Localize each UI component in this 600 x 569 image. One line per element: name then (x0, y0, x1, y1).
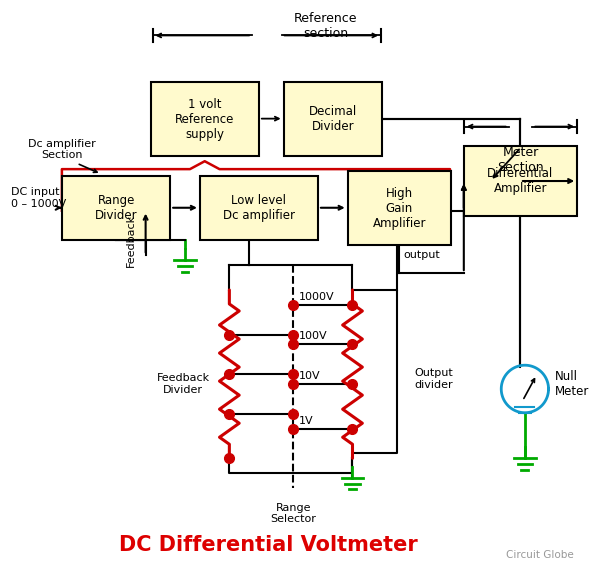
Text: 1V: 1V (299, 416, 314, 426)
Text: Meter
Section: Meter Section (497, 146, 544, 174)
Text: Circuit Globe: Circuit Globe (506, 550, 574, 560)
Text: 1000V: 1000V (299, 292, 335, 302)
Text: 10V: 10V (299, 371, 321, 381)
Text: High
Gain
Amplifier: High Gain Amplifier (373, 187, 426, 230)
Bar (284, 82, 382, 156)
Bar (62, 176, 170, 241)
Text: Reference
section: Reference section (294, 11, 358, 40)
Bar (151, 82, 259, 156)
Text: 1 volt
Reference
supply: 1 volt Reference supply (175, 98, 235, 141)
Text: 100V: 100V (299, 332, 328, 341)
Text: Feedback: Feedback (126, 214, 136, 267)
Text: DC input
0 – 1000V: DC input 0 – 1000V (11, 187, 66, 209)
Text: Feedback
Divider: Feedback Divider (157, 373, 209, 395)
Text: Range
Divider: Range Divider (95, 194, 137, 222)
Text: Decimal
Divider: Decimal Divider (308, 105, 357, 133)
Bar (200, 176, 318, 241)
Text: Range
Selector: Range Selector (271, 503, 316, 525)
Text: DC Differential Voltmeter: DC Differential Voltmeter (119, 535, 418, 555)
Bar (464, 146, 577, 216)
Text: Output
divider: Output divider (415, 368, 454, 390)
Text: Low level
Dc amplifier: Low level Dc amplifier (223, 194, 295, 222)
Bar (347, 171, 451, 245)
Text: Dc amplifier
Section: Dc amplifier Section (28, 138, 96, 160)
Text: Differential
Amplifier: Differential Amplifier (487, 167, 554, 195)
Text: Null
Meter: Null Meter (554, 370, 589, 398)
Text: output: output (404, 250, 440, 260)
